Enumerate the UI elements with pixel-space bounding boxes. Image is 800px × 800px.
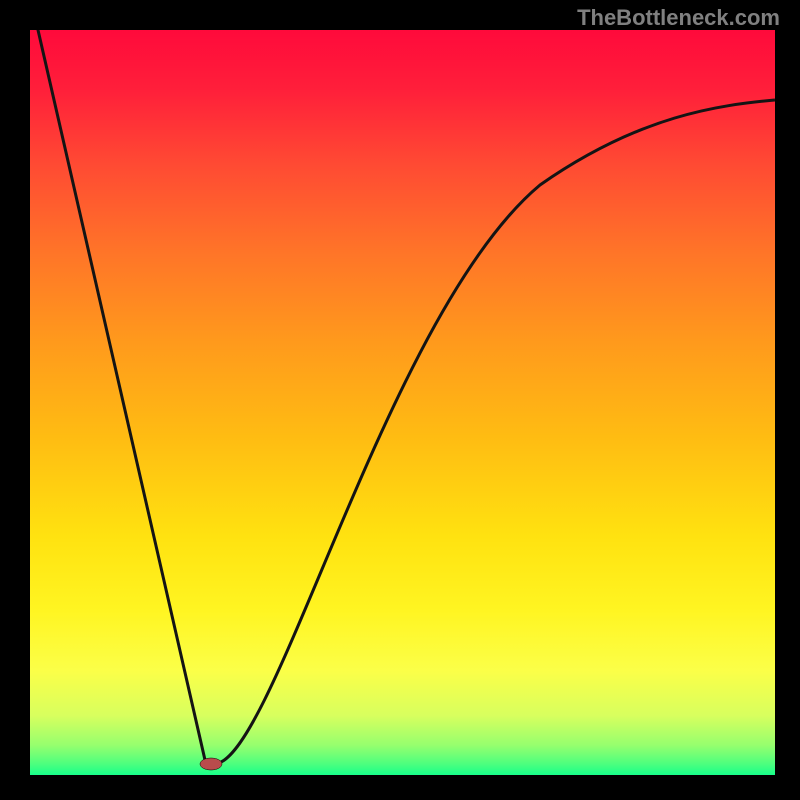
chart-svg [0, 0, 800, 800]
minimum-marker [200, 758, 222, 770]
chart-container: TheBottleneck.com [0, 0, 800, 800]
plot-background [30, 30, 775, 775]
watermark-text: TheBottleneck.com [577, 5, 780, 31]
